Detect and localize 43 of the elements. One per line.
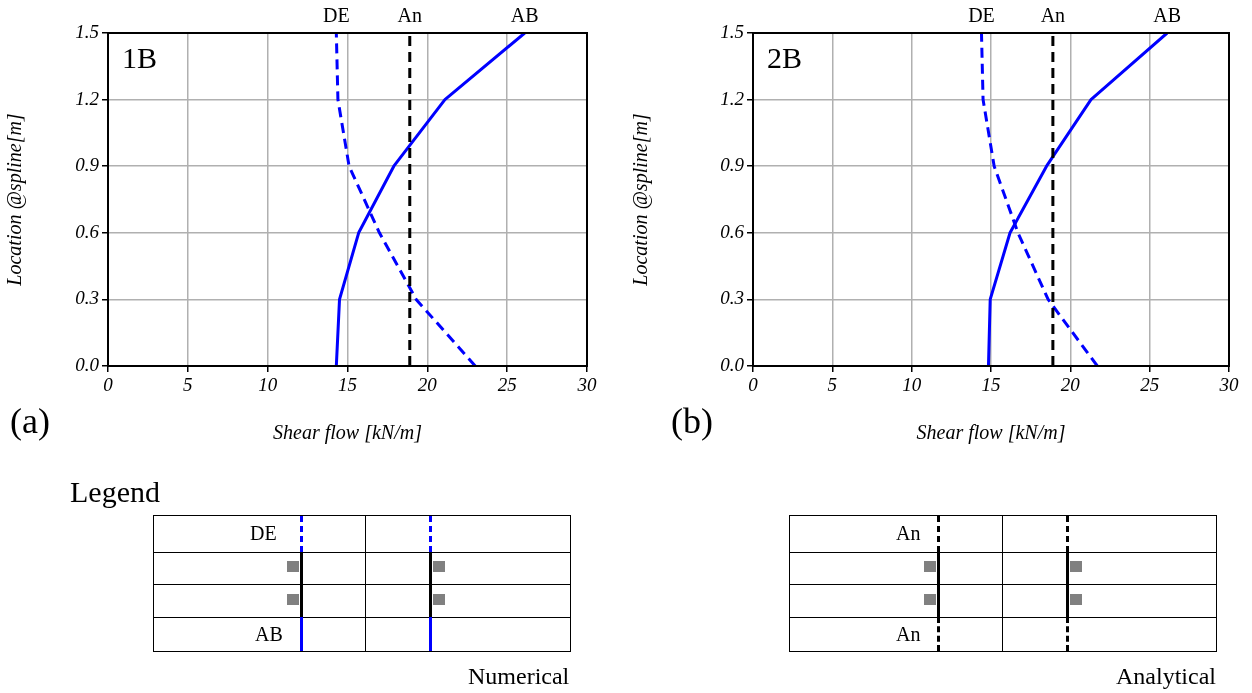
x-tick-label: 10	[902, 374, 922, 396]
ref-line-label: An	[1040, 4, 1066, 27]
y-tick-label: 0.0	[75, 354, 100, 375]
x-tick-label: 20	[1060, 374, 1081, 396]
x-tick-label: 25	[1140, 374, 1160, 396]
y-tick-label: 1.5	[720, 21, 744, 42]
annotation: 2B	[767, 40, 803, 74]
x-tick-label: 30	[1218, 374, 1239, 396]
y-tick-label: 0.0	[720, 354, 745, 375]
y-tick-label: 0.9	[75, 154, 100, 176]
x-tick-label: 5	[183, 374, 193, 396]
y-axis-title: Location @spline[m]	[629, 113, 653, 287]
x-tick-label: 0	[103, 374, 114, 396]
x-tick-label: 0	[748, 374, 759, 396]
x-axis-title: Shear flow [kN/m]	[916, 421, 1066, 445]
series-label: DE	[968, 4, 995, 27]
y-tick-label: 0.6	[720, 220, 745, 242]
series-label: AB	[510, 4, 539, 27]
y-tick-label: 0.9	[720, 154, 745, 176]
text: (a)	[10, 401, 50, 442]
y-tick-label: 1.2	[720, 87, 745, 109]
y-tick-label: 1.2	[75, 87, 100, 109]
annotation: 1B	[122, 40, 158, 74]
y-axis-title: Location @spline[m]	[3, 113, 27, 287]
text: Numerical	[468, 663, 570, 689]
series-label: AB	[1153, 4, 1182, 27]
x-tick-label: 20	[417, 374, 438, 396]
x-tick-label: 15	[338, 374, 357, 396]
text: Legend	[70, 475, 160, 508]
ref-line-label: An	[397, 4, 422, 27]
y-tick-label: 0.3	[75, 287, 99, 309]
y-tick-label: 1.5	[75, 21, 99, 42]
x-tick-label: 30	[576, 374, 597, 396]
x-tick-label: 25	[497, 374, 517, 396]
x-tick-label: 10	[258, 374, 278, 396]
x-tick-label: 15	[981, 374, 1001, 396]
x-axis-title: Shear flow [kN/m]	[273, 421, 422, 445]
text: Analytical	[1116, 663, 1216, 689]
y-tick-label: 0.3	[720, 287, 744, 309]
x-tick-label: 5	[827, 374, 838, 396]
y-tick-label: 0.6	[75, 220, 100, 242]
series-label: DE	[322, 4, 350, 27]
text: (b)	[671, 401, 713, 442]
